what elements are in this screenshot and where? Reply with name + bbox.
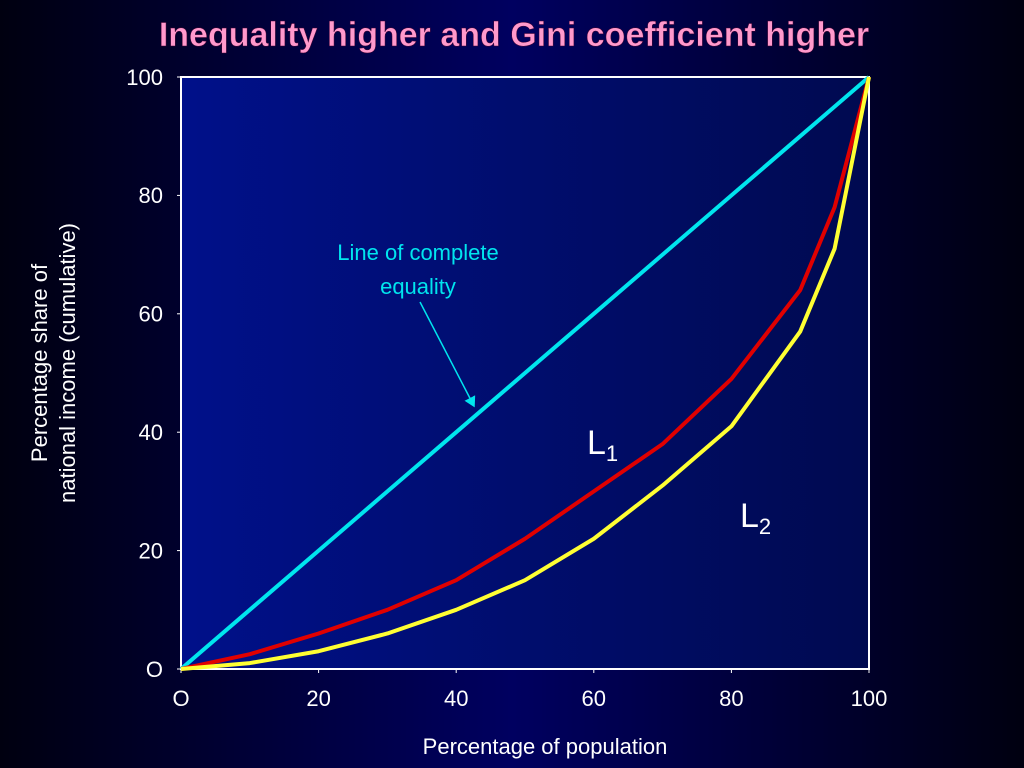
- x-tick-label: 100: [851, 686, 888, 711]
- series-line: [179, 75, 871, 671]
- x-tick-label: 40: [444, 686, 468, 711]
- curve-label: L1: [587, 424, 618, 466]
- x-tick-label: O: [172, 686, 189, 711]
- x-tick-label: 80: [719, 686, 743, 711]
- annotation-arrow: [419, 301, 476, 408]
- series-line: [180, 76, 871, 671]
- series-line: [180, 76, 871, 671]
- curve-label-sub: 2: [759, 514, 771, 539]
- y-tick-label: 80: [139, 183, 163, 208]
- annotation-line: equality: [380, 274, 456, 299]
- y-tick-label: O: [146, 657, 163, 682]
- curve-label-main: L: [587, 424, 606, 462]
- y-axis-label-line: Percentage share of: [27, 263, 52, 462]
- y-tick-label: 20: [139, 538, 163, 563]
- y-tick-label: 100: [126, 65, 163, 90]
- x-tick-label: 20: [306, 686, 330, 711]
- annotation-line: Line of complete: [337, 240, 498, 265]
- curve-label-sub: 1: [606, 441, 618, 466]
- x-tick-label: 60: [582, 686, 606, 711]
- chart-title: Inequality higher and Gini coefficient h…: [159, 16, 869, 54]
- curve-label: L2: [740, 497, 771, 539]
- y-axis-label: Percentage share of national income (cum…: [27, 223, 80, 503]
- x-axis-label: Percentage of population: [423, 734, 668, 759]
- y-tick-label: 60: [139, 302, 163, 327]
- y-axis-label-line: national income (cumulative): [55, 223, 80, 503]
- curve-label-main: L: [740, 497, 759, 535]
- y-tick-label: 40: [139, 420, 163, 445]
- annotation: Line of complete equality: [337, 240, 498, 299]
